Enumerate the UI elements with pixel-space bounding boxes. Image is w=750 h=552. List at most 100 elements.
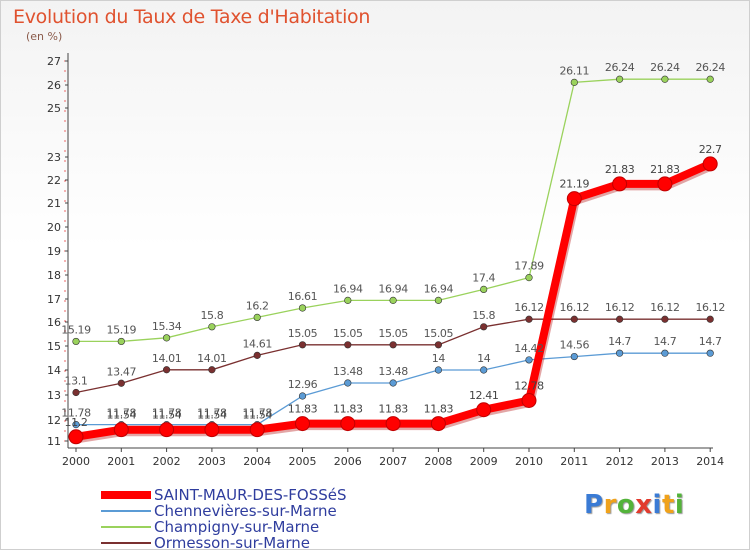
series-point bbox=[208, 323, 216, 331]
y-tick-label: 23 bbox=[47, 151, 61, 164]
series-point bbox=[340, 416, 356, 432]
data-label: 26.11 bbox=[560, 64, 590, 77]
series-point bbox=[72, 421, 80, 429]
data-label: 21.83 bbox=[605, 163, 635, 176]
logo-letter: i bbox=[674, 490, 685, 520]
data-label: 11.78 bbox=[107, 407, 137, 420]
series-point bbox=[612, 176, 628, 192]
series-point bbox=[208, 366, 216, 374]
legend-swatch bbox=[101, 542, 151, 544]
x-tick-label: 2009 bbox=[470, 455, 498, 468]
series-point bbox=[298, 392, 307, 400]
data-label: 16.12 bbox=[514, 301, 544, 314]
data-label: 14 bbox=[477, 352, 491, 365]
series-point bbox=[72, 388, 80, 397]
legend-label: Ormesson-sur-Marne bbox=[154, 534, 310, 552]
x-tick-label: 2006 bbox=[334, 455, 362, 468]
y-tick-label: 21 bbox=[47, 197, 61, 210]
y-tick-label: 16 bbox=[47, 316, 61, 329]
y-tick-label: 14 bbox=[47, 364, 61, 377]
data-label: 15.19 bbox=[107, 323, 137, 336]
series-point bbox=[344, 296, 352, 304]
series-point bbox=[389, 379, 397, 387]
data-label: 14.01 bbox=[152, 352, 182, 365]
data-label: 16.2 bbox=[246, 299, 269, 312]
data-label: 11.2 bbox=[65, 416, 88, 429]
data-label: 11.83 bbox=[288, 403, 318, 416]
series-point bbox=[68, 429, 84, 445]
series-point bbox=[706, 315, 714, 323]
x-tick-label: 2014 bbox=[696, 455, 724, 468]
series-point bbox=[525, 315, 533, 323]
x-tick-label: 2012 bbox=[606, 455, 634, 468]
series-point bbox=[615, 349, 624, 357]
y-tick-label: 20 bbox=[47, 221, 61, 234]
series-point bbox=[344, 379, 352, 387]
x-tick-label: 2000 bbox=[62, 455, 90, 468]
series-point bbox=[159, 422, 175, 438]
y-tick-label: 18 bbox=[47, 269, 61, 282]
y-tick-label: 22 bbox=[47, 174, 61, 187]
chart-unit: (en %) bbox=[26, 30, 63, 43]
series-point bbox=[434, 341, 443, 349]
data-label: 15.8 bbox=[200, 309, 223, 322]
series-point bbox=[249, 422, 265, 438]
series-point bbox=[117, 337, 125, 346]
x-tick-label: 2001 bbox=[107, 455, 135, 468]
data-label: 15.05 bbox=[333, 327, 363, 340]
series-point bbox=[434, 366, 443, 374]
y-tick-label: 15 bbox=[47, 340, 61, 353]
chart-axes: 11 12 13 14 15 16 17 18 19 20 21 22 23 25 26 27 2000 2001… bbox=[47, 53, 724, 468]
series-point bbox=[706, 75, 714, 83]
y-tick-label: 11 bbox=[47, 435, 61, 448]
data-label: 11.78 bbox=[61, 407, 91, 420]
series-point bbox=[295, 416, 310, 432]
x-tick-label: 2013 bbox=[651, 455, 679, 468]
logo-letter: i bbox=[652, 490, 662, 520]
data-label: 16.12 bbox=[560, 301, 590, 314]
data-label: 16.94 bbox=[424, 282, 454, 295]
x-tick-label: 2010 bbox=[515, 455, 543, 468]
data-label: 15.05 bbox=[424, 327, 454, 340]
series-point bbox=[113, 422, 129, 438]
legend-label: Champigny-sur-Marne bbox=[154, 518, 320, 536]
series-point bbox=[298, 341, 307, 349]
series-point bbox=[430, 416, 446, 432]
legend-item: Chennevières-sur-Marne bbox=[101, 502, 401, 520]
data-label: 15.05 bbox=[378, 327, 408, 340]
chart-title: Evolution du Taux de Taxe d'Habitation bbox=[13, 6, 371, 28]
chart-legend: SAINT-MAUR-DES-FOSSéS Chennevières-sur-Ma… bbox=[101, 486, 401, 552]
data-label: 22.7 bbox=[699, 143, 722, 156]
series-point bbox=[480, 366, 488, 374]
series-point bbox=[480, 323, 488, 331]
series-point bbox=[163, 366, 171, 374]
data-label: 14.56 bbox=[560, 339, 590, 352]
series-point bbox=[657, 176, 673, 192]
series-point bbox=[661, 349, 669, 357]
x-tick-label: 2002 bbox=[153, 455, 181, 468]
logo-letter: r bbox=[603, 490, 617, 520]
data-label: 11.54 bbox=[152, 409, 182, 422]
legend-item: Ormesson-sur-Marne bbox=[101, 534, 401, 552]
data-label: 16.12 bbox=[605, 301, 635, 314]
data-label: 12.41 bbox=[469, 389, 499, 402]
data-label: 11.78 bbox=[242, 407, 272, 420]
data-label: 11.83 bbox=[333, 403, 363, 416]
series-point bbox=[702, 156, 718, 172]
data-label: 26.24 bbox=[695, 61, 725, 74]
data-label: 14.01 bbox=[197, 352, 227, 365]
logo-letter: o bbox=[616, 490, 636, 520]
series-point bbox=[389, 296, 397, 304]
data-label: 21.19 bbox=[560, 178, 590, 191]
data-label: 16.94 bbox=[378, 282, 408, 295]
series-point bbox=[570, 315, 578, 323]
data-label: 11.54 bbox=[242, 409, 272, 422]
data-label: 16.61 bbox=[288, 290, 318, 303]
data-label: 26.24 bbox=[650, 61, 680, 74]
legend-swatch bbox=[101, 491, 151, 499]
y-tick-label: 26 bbox=[47, 79, 61, 92]
data-label: 15.05 bbox=[288, 327, 318, 340]
series-point bbox=[385, 416, 401, 432]
